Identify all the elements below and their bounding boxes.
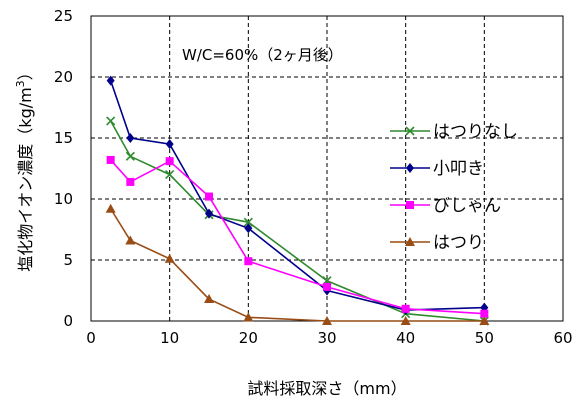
data-point	[105, 203, 116, 213]
data-point	[205, 192, 213, 201]
legend-marker	[406, 201, 414, 209]
x-tick-label: 10	[160, 329, 179, 347]
data-point	[125, 235, 136, 245]
x-tick-label: 20	[239, 329, 258, 347]
legend-label: びしゃん	[433, 196, 501, 216]
x-axis-label: 試料採取深さ（mm）	[247, 379, 406, 398]
data-point	[106, 75, 115, 86]
y-axis-label-close: ）	[16, 64, 35, 80]
series-line	[110, 159, 485, 315]
legend-item: はつり	[390, 233, 484, 253]
data-point	[479, 316, 490, 325]
marker-stroke	[243, 217, 253, 227]
y-axis-label-superscript: 3	[14, 80, 27, 87]
data-point	[126, 133, 135, 143]
data-point	[244, 257, 253, 266]
data-point	[106, 116, 116, 126]
y-tick-label: 0	[63, 312, 73, 330]
series-triangle	[105, 203, 490, 325]
legend-item: びしゃん	[390, 196, 501, 216]
data-point	[322, 316, 332, 325]
legend-label: はつり	[433, 233, 484, 253]
marker-stroke	[125, 151, 135, 161]
y-tick-label: 15	[54, 129, 73, 147]
marker-stroke	[405, 126, 415, 136]
x-tick-label: 50	[475, 329, 494, 347]
series-x	[106, 116, 489, 326]
data-point	[243, 312, 254, 322]
data-point	[204, 294, 214, 304]
data-point	[243, 217, 253, 227]
data-point	[400, 316, 411, 325]
marker-stroke	[165, 170, 175, 180]
legend-label: 小叩き	[433, 159, 484, 179]
data-point	[125, 151, 135, 161]
data-point	[106, 155, 115, 164]
grid	[91, 16, 563, 321]
y-tick-label: 10	[54, 190, 73, 208]
data-point	[165, 157, 174, 166]
legend-label: はつりなし	[433, 122, 518, 142]
data-point	[244, 223, 253, 234]
x-tick-label: 30	[317, 329, 336, 347]
series-diamond	[106, 75, 489, 316]
series-line	[109, 120, 485, 322]
x-tick-label: 0	[86, 329, 96, 347]
y-tick-label: 25	[54, 7, 73, 25]
series-line	[109, 208, 485, 322]
data-point	[164, 253, 175, 263]
marker-stroke	[106, 116, 116, 126]
axis-ticks: 0 10 20 30 40 50 60 0 5 10 15 20 25	[54, 7, 573, 347]
data-point	[205, 208, 213, 219]
x-tick-label: 40	[396, 329, 415, 347]
legend-marker	[406, 163, 414, 173]
y-tick-label: 5	[63, 251, 73, 269]
legend-marker	[405, 237, 415, 246]
data-point	[165, 170, 175, 180]
data-point	[480, 309, 489, 318]
y-tick-label: 20	[54, 68, 73, 86]
series-group	[105, 75, 490, 326]
x-tick-label: 60	[553, 329, 572, 347]
data-point	[323, 282, 331, 291]
y-axis-label: 塩化物イオン濃度（kg/m3）	[14, 64, 35, 271]
series-square	[106, 155, 489, 318]
data-point	[126, 177, 135, 186]
chart-title: W/C=60%（2ヶ月後）	[182, 46, 343, 64]
y-axis-label-main: 塩化物イオン濃度（kg/m	[16, 87, 35, 271]
legend-item: はつりなし	[390, 122, 518, 142]
legend-item: 小叩き	[390, 159, 484, 179]
data-point	[401, 304, 410, 313]
data-point	[165, 139, 174, 150]
series-line	[109, 80, 485, 311]
legend-marker	[405, 126, 415, 136]
